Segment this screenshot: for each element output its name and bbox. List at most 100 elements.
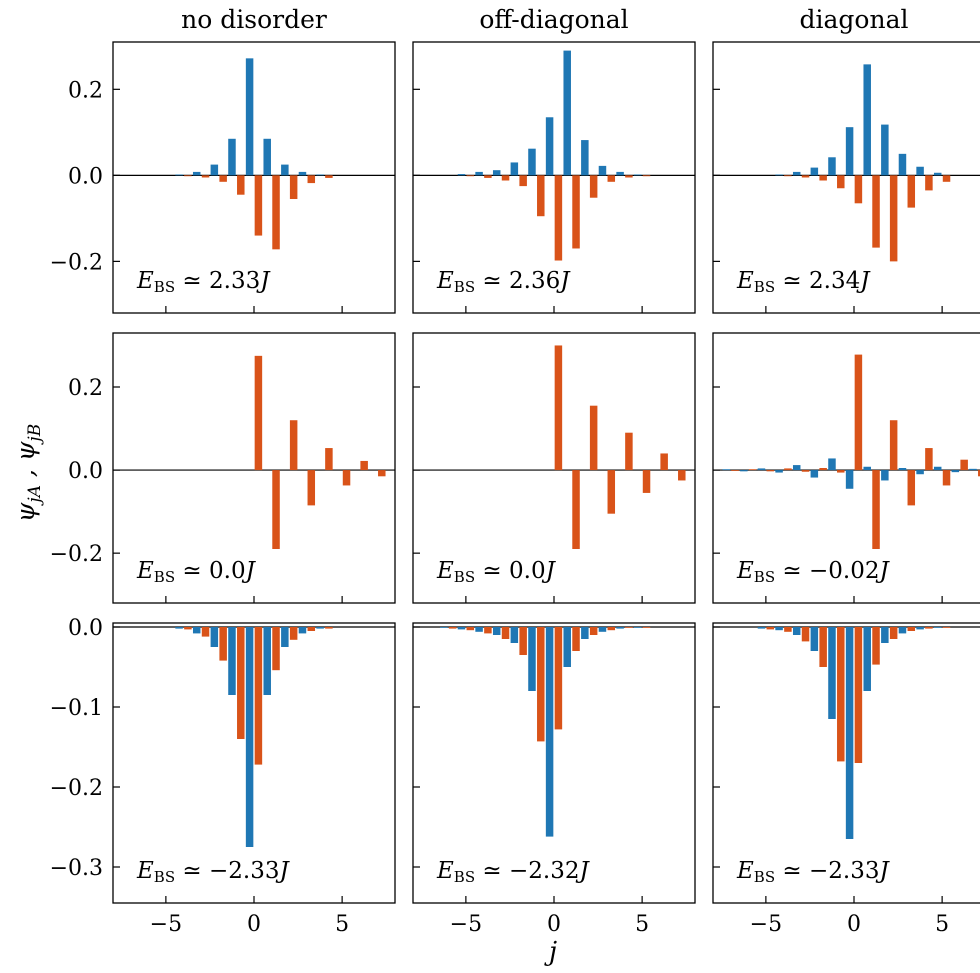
bar-psiA-j5 (933, 466, 942, 471)
bar-psiA-j3 (598, 165, 607, 176)
column-title-1: off-diagonal (479, 5, 628, 34)
bar-psiB-j0 (254, 175, 263, 236)
column-title-2: diagonal (800, 5, 909, 34)
bar-psiB-j-3 (201, 627, 210, 637)
bar-psiA-j-2 (210, 164, 219, 176)
bar-psiA-j4 (916, 627, 924, 630)
bars (757, 627, 951, 839)
bar-psiA-j0 (845, 127, 854, 176)
bar-psiA-j3 (898, 153, 907, 176)
bar-psiB-j-4 (784, 175, 792, 177)
bars (722, 354, 980, 549)
bar-psiB-j-3 (501, 175, 510, 181)
bar-psiA-j-4 (175, 627, 183, 629)
bar-psiA-j-1 (228, 627, 236, 695)
energy-label: EBS ≃ 2.36J (436, 268, 571, 296)
bars (440, 627, 651, 837)
bar-psiB-j-3 (801, 627, 810, 642)
bars (554, 345, 686, 549)
bar-psiB-j-4 (784, 468, 792, 471)
bar-psiA-j-3 (792, 171, 801, 176)
bar-psiB-j0 (554, 175, 563, 261)
bar-psiA-j-2 (210, 627, 219, 647)
bars (175, 58, 333, 250)
bar-psiB-j1 (572, 175, 580, 249)
bar-psiB-j7 (378, 470, 386, 477)
x-tick-label: −5 (150, 912, 182, 937)
bar-psiB-j-5 (466, 627, 475, 631)
y-tick-label: −0.3 (50, 856, 103, 881)
bar-psiA-j-1 (528, 148, 536, 176)
x-tick-label: −5 (450, 912, 482, 937)
bar-psiA-j-3 (492, 627, 501, 635)
bar-psiA-j3 (298, 627, 307, 634)
bar-psiB-j0 (554, 627, 563, 730)
x-tick-label: 0 (847, 912, 861, 937)
bar-psiB-j2 (889, 420, 898, 471)
bar-psiA-j-4 (475, 627, 483, 632)
column-titles: no disorder off-diagonal diagonal (181, 5, 908, 34)
bar-psiB-j2 (589, 405, 598, 471)
bar-psiB-j6 (960, 459, 968, 471)
bar-psiB-j-4 (484, 175, 492, 178)
bar-psiA-j-3 (492, 170, 501, 176)
bar-psiA-j-2 (810, 470, 819, 478)
bar-psiB-j-1 (837, 470, 845, 473)
bar-psiA-j2 (281, 164, 289, 176)
x-tick-label: 0 (247, 912, 261, 937)
y-tick-label: −0.1 (50, 696, 103, 721)
bars (175, 627, 333, 847)
bar-psiB-j4 (625, 175, 633, 178)
bar-psiA-j2 (581, 140, 589, 176)
bar-psiB-j1 (272, 470, 280, 549)
bar-psiB-j-1 (537, 175, 545, 217)
bar-psiB-j1 (272, 175, 280, 250)
y-tick-label: 0.0 (68, 164, 103, 189)
bar-psiB-j0 (854, 175, 863, 204)
bar-psiA-j0 (545, 627, 554, 837)
bar-psiB-j5 (342, 470, 351, 486)
bar-psiB-j0 (554, 345, 563, 471)
bar-psiB-j2 (589, 175, 598, 198)
bar-psiB-j0 (854, 354, 863, 471)
bar-psiB-j-4 (784, 627, 792, 632)
bar-psiA-j2 (281, 627, 289, 647)
bar-psiA-j-1 (528, 627, 536, 691)
bar-psiB-j-1 (837, 175, 845, 189)
bar-psiB-j5 (942, 175, 951, 182)
bar-psiA-j4 (916, 470, 924, 475)
bar-psiA-j2 (581, 627, 589, 639)
x-tick-label: 0 (547, 912, 561, 937)
bar-psiB-j3 (607, 470, 616, 514)
bar-psiB-j-3 (801, 175, 810, 178)
bar-psiB-j-1 (537, 627, 545, 742)
bar-psiA-j5 (633, 174, 642, 176)
energy-label: EBS ≃ 2.34J (736, 268, 871, 296)
bar-psiB-j-1 (837, 627, 845, 762)
bar-psiB-j-5 (766, 470, 775, 472)
bar-psiB-j5 (642, 627, 651, 628)
bar-psiB-j3 (307, 627, 316, 631)
column-title-0: no disorder (181, 5, 327, 34)
bar-psiB-j4 (625, 432, 633, 471)
bar-psiA-j5 (933, 172, 942, 176)
bar-psiB-j-4 (184, 627, 192, 630)
bar-psiB-j5 (642, 175, 651, 177)
x-tick-label: 5 (635, 912, 649, 937)
bar-psiA-j-5 (757, 468, 766, 471)
bar-psiB-j0 (854, 627, 863, 763)
bar-psiA-j1 (863, 64, 871, 176)
bar-psiB-j2 (289, 420, 298, 471)
bar-psiA-j2 (881, 470, 889, 481)
bar-psiB-j1 (872, 470, 880, 549)
bar-psiB-j2 (289, 175, 298, 200)
bar-psiB-j3 (607, 175, 616, 182)
bar-psiB-j-2 (219, 627, 227, 661)
bar-psiA-j1 (563, 627, 571, 667)
bar-psiB-j5 (942, 470, 951, 486)
panel-1-0: 0.2 0.0 −0.2 EBS ≃ 0.0J (50, 332, 396, 604)
bar-psiB-j-1 (237, 175, 245, 195)
bar-psiB-j5 (942, 627, 951, 628)
bar-psiA-j1 (863, 466, 871, 471)
